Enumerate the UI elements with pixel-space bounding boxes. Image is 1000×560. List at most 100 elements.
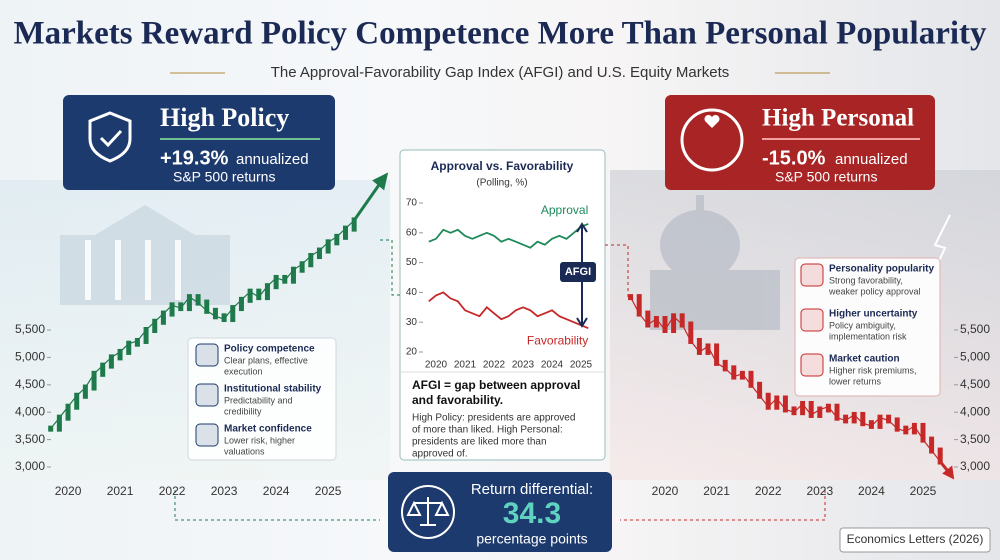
y-tick-label: 5,500 [15,322,45,336]
candle [82,384,88,399]
panel-caption: S&P 500 returns [173,169,275,185]
candle [791,406,797,416]
factor-title: Policy competence [224,344,315,355]
inset-box [399,149,606,461]
x-tick-label: 2023 [211,484,238,498]
candle [714,343,720,366]
y-tick-label: 3,500 [15,432,45,446]
candle [662,316,668,333]
series-line [428,223,589,249]
candle [679,313,685,328]
candle [705,343,711,355]
x-tick-label: 2020 [652,484,679,498]
factor-icon [800,263,824,287]
factor-icon [800,308,824,332]
note-heading: AFGI = gap between approval [412,378,580,392]
arrow-head [942,465,955,480]
candle [308,253,314,268]
x-tick-label: 2024 [263,484,290,498]
factor-icon [195,343,219,367]
candle [903,425,909,435]
panel-title: High Policy [160,103,289,132]
scale-icon [406,497,450,526]
candle [929,436,935,454]
candle [169,302,175,317]
note-body: approved of. [412,449,468,460]
factor-title: Market caution [829,354,900,365]
candle [351,217,357,232]
note-body: presidents are liked more than [412,437,547,448]
y-tick-label: 70 [406,198,418,209]
x-tick-label: 2021 [703,484,730,498]
series-label: Approval [541,203,588,217]
differential-value: 34.3 [503,497,561,530]
x-tick-label: 2025 [570,360,593,371]
panel-return: -15.0% [762,147,826,169]
candle [325,239,331,254]
candle [230,305,236,323]
y-tick-label: 4,000 [15,404,45,418]
personal-factors [794,257,941,397]
y-tick-label: 50 [406,257,418,268]
x-tick-label: 2020 [55,484,82,498]
candle [108,354,114,369]
factor-title: Higher uncertainty [829,309,918,320]
candle [152,318,158,333]
panel-unit: annualized [236,151,309,168]
factor-title: Personality popularity [829,264,934,275]
x-tick-label: 2023 [806,484,833,498]
candle [671,313,677,333]
candle [204,299,210,314]
policy-factors [187,337,337,461]
y-tick-label: 30 [406,317,418,328]
panel-return: +19.3% [160,147,229,169]
series-line [428,291,589,330]
y-tick-label: 3,000 [960,459,990,473]
y-tick-label: 5,000 [15,350,45,364]
candle [808,400,814,418]
factor-desc: Policy ambiguity, [829,320,896,330]
y-tick-label: 60 [406,227,418,238]
check-icon [99,129,123,148]
connector [620,490,826,521]
candle [195,294,201,306]
candle [825,403,831,413]
candle [134,337,140,347]
candle [186,294,192,312]
arrow-head [372,172,389,191]
x-tick-label: 2024 [541,360,564,371]
factor-desc: Clear plans, effective [224,355,308,365]
candle [636,294,642,317]
inset-title: Approval vs. Favorability [431,159,574,173]
factor-desc: Higher risk premiums, [829,365,917,375]
annotation-box [560,262,596,282]
candle [653,316,659,328]
candle [221,313,227,323]
candle [273,274,279,290]
factor-desc: execution [224,366,263,376]
y-tick-label: 5,500 [960,322,990,336]
candle [748,370,754,388]
candle [74,392,80,410]
candle [178,302,184,312]
x-tick-label: 2021 [107,484,134,498]
factor-title: Institutional stability [224,384,322,395]
policy-panel [63,95,335,190]
candle [851,411,857,424]
x-tick-label: 2021 [454,360,477,371]
x-tick-label: 2022 [755,484,782,498]
differential-label: Return differential: [471,481,593,498]
y-tick-label: 4,000 [960,404,990,418]
x-tick-label: 2020 [425,360,448,371]
candle [212,307,218,320]
panel-caption: S&P 500 returns [775,169,877,185]
y-tick-label: 20 [406,347,418,358]
candle [299,261,305,273]
candle [817,406,823,418]
connector [380,239,400,296]
note-heading: and favorability. [412,393,503,407]
differential-unit: percentage points [476,531,587,547]
scale-icon [401,485,455,539]
